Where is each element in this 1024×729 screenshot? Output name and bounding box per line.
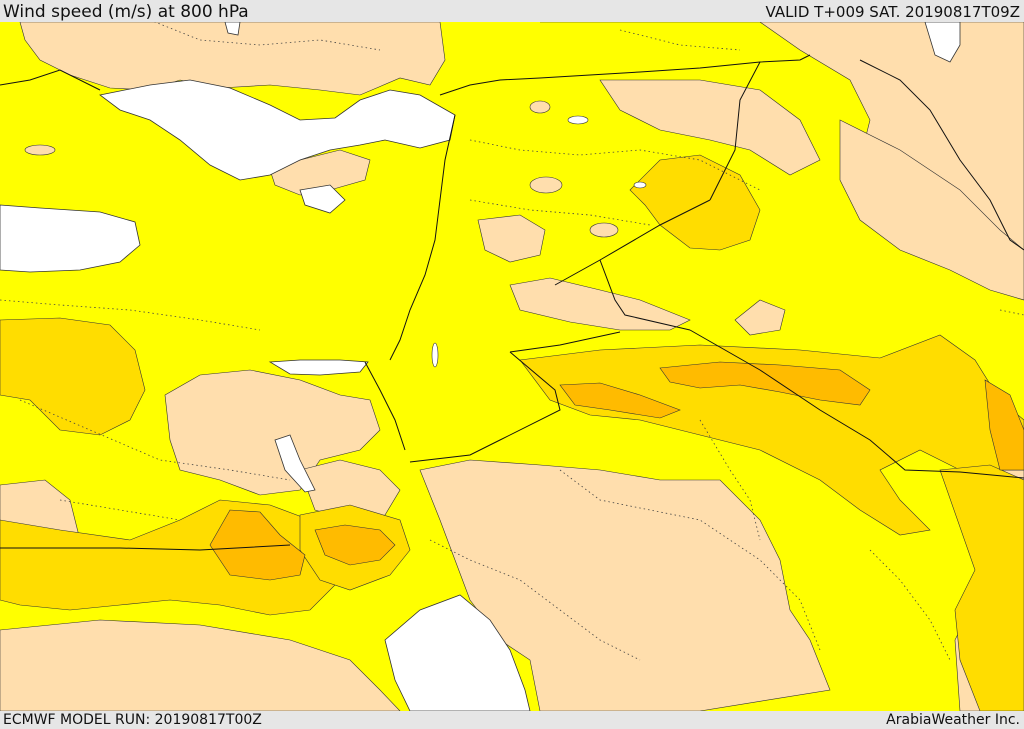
border-israel-egypt [364, 361, 406, 451]
border-egypt-sudan [0, 544, 291, 551]
sea-west-open [0, 204, 141, 273]
lakes [431, 115, 647, 368]
low-wind-islet-4 [589, 222, 619, 238]
border-turkey-syria [439, 54, 811, 96]
wind-speed-map[interactable] [0, 22, 1024, 711]
peak-wind-east [984, 379, 1024, 471]
low-wind-cyprus [269, 149, 371, 196]
low-wind-jordan [477, 214, 546, 263]
sea-gulf-suez [274, 434, 316, 493]
sea-mediterranean-north [99, 79, 456, 181]
header-bar: Wind speed (m/s) at 800 hPa VALID T+009 … [0, 0, 1024, 22]
border-jordan-south [409, 351, 561, 463]
peak-wind-saudi [659, 361, 871, 406]
high-wind-areas [0, 154, 1024, 711]
border-iran-iraq [859, 59, 1024, 251]
sea-caspian [924, 22, 961, 63]
high-wind-iraq [629, 154, 761, 251]
low-wind-hilltop [734, 299, 786, 336]
border-jordan-saudi [509, 331, 621, 353]
sea-aegean-islet [224, 22, 241, 36]
high-wind-west-egypt [0, 317, 146, 436]
province-line-2 [19, 399, 291, 481]
province-borders [0, 22, 1024, 661]
low-wind-jordan-east [509, 277, 691, 331]
sea-cyprus-coast [299, 184, 346, 214]
sea-delta-coast [268, 359, 369, 376]
low-wind-islet-1 [24, 144, 56, 156]
valid-time: VALID T+009 SAT. 20190817T09Z [765, 3, 1020, 21]
province-line-6 [559, 469, 821, 651]
province-line-7 [429, 539, 641, 661]
border-iraq-saudi-line [554, 199, 711, 286]
low-wind-sudan [0, 619, 401, 711]
country-borders [0, 54, 1024, 551]
border-saudi-iraq [689, 329, 1024, 479]
sea-areas [0, 22, 961, 711]
border-jordan-iraq [599, 259, 691, 331]
lake-assad [567, 115, 589, 125]
low-wind-arabia [419, 459, 831, 711]
low-wind-anatolia [19, 22, 446, 96]
peak-wind-areas [209, 361, 1024, 581]
brand-credit: ArabiaWeather Inc. [886, 712, 1020, 728]
low-wind-islet-3 [529, 176, 563, 194]
footer-bar: ECMWF MODEL RUN: 20190817T00Z ArabiaWeat… [0, 711, 1024, 729]
border-levant-coast [389, 114, 456, 361]
low-wind-iran-sw [839, 119, 1024, 301]
province-line-10 [153, 22, 381, 51]
peak-wind-gulf [314, 524, 396, 566]
high-wind-saudi-north [519, 334, 1024, 536]
model-run: ECMWF MODEL RUN: 20190817T00Z [3, 712, 262, 728]
sea-red-sea-south [384, 594, 531, 711]
peak-wind-central [559, 382, 681, 419]
peak-wind-red-sea [209, 509, 306, 581]
lake-tharthar [633, 181, 647, 189]
low-wind-syria [599, 79, 821, 176]
border-coast-aegean [0, 69, 101, 91]
lake-dead-sea [431, 342, 439, 368]
province-line-5 [469, 199, 651, 226]
map-title: Wind speed (m/s) at 800 hPa [3, 2, 249, 22]
low-wind-islet-2 [529, 100, 551, 114]
province-line-1 [0, 299, 261, 331]
province-line-4 [469, 139, 761, 191]
border-syria-iraq [709, 61, 761, 201]
low-wind-nile-delta [164, 369, 381, 496]
